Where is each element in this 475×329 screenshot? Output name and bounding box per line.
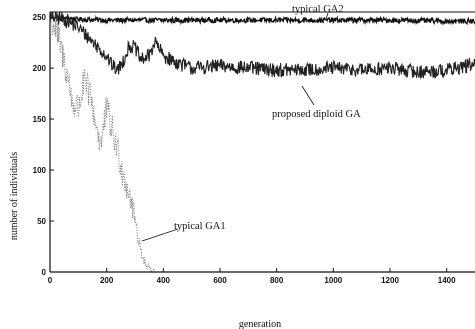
annotation-typical-ga1: typical GA1	[174, 221, 226, 232]
x-axis-title: generation	[239, 319, 281, 329]
series-line-proposed-diploid-ga	[50, 12, 475, 79]
y-tick-label: 200	[33, 64, 47, 73]
annotation-leader-ga2	[325, 12, 329, 20]
y-axis-title: number of individuals	[9, 152, 20, 240]
axes-layer	[49, 11, 475, 273]
y-tick-label: 0	[42, 268, 47, 277]
x-tick-label: 600	[213, 276, 227, 285]
x-tick-label: 400	[157, 276, 171, 285]
series-line-typical-ga2	[50, 14, 475, 26]
x-tick-label: 1200	[381, 276, 399, 285]
annotation-proposed-diploid: proposed diploid GA	[272, 109, 361, 120]
annotation-typical-ga2: typical GA2	[292, 4, 344, 15]
y-tick-label: 150	[33, 115, 47, 124]
x-tick-label: 1400	[438, 276, 456, 285]
annotation-leader-ga1	[141, 228, 179, 242]
annotation-leader-diploid	[301, 85, 315, 106]
y-tick-label: 100	[33, 166, 47, 175]
series-line-typical-ga1	[50, 12, 155, 272]
series-layer	[50, 12, 475, 272]
tick-layer: 0 50 100 150 200 250 0 200 400 600 800 1000 1200 1400	[33, 13, 456, 285]
x-tick-label: 800	[270, 276, 284, 285]
x-tick-label: 200	[100, 276, 114, 285]
x-tick-label: 1000	[324, 276, 342, 285]
annotation-layer: typical GA2 proposed diploid GA typical …	[141, 4, 361, 242]
x-tick-label: 0	[48, 276, 53, 285]
y-tick-label: 250	[33, 13, 47, 22]
y-tick-label: 50	[37, 217, 46, 226]
